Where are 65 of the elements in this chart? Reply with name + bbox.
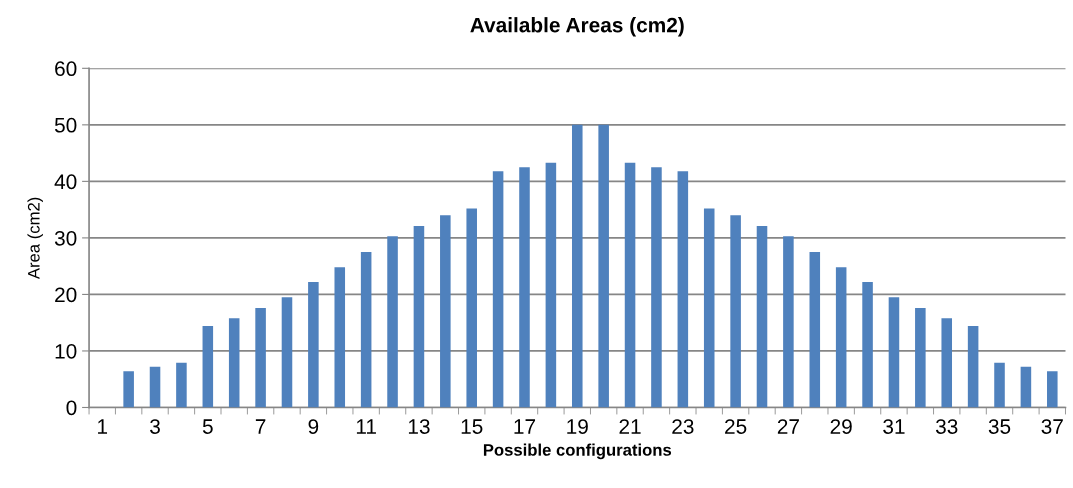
bar xyxy=(783,236,794,408)
bar xyxy=(1020,366,1032,408)
bar xyxy=(598,124,609,408)
y-tick-label: 20 xyxy=(55,287,77,303)
bar xyxy=(360,252,372,408)
bar xyxy=(572,124,583,408)
x-tick-label: 37 xyxy=(1041,419,1063,434)
bar xyxy=(545,162,557,408)
x-tick-label: 1 xyxy=(98,419,108,434)
bar xyxy=(255,307,266,408)
chart-title: Available Areas (cm2) xyxy=(470,17,684,37)
bar xyxy=(651,167,662,408)
bar xyxy=(149,366,161,408)
bar xyxy=(308,281,319,408)
bar xyxy=(835,267,847,408)
y-tick-label: 10 xyxy=(55,343,77,359)
bar xyxy=(862,281,873,408)
bar xyxy=(994,362,1005,408)
bar xyxy=(703,208,715,408)
bar xyxy=(281,297,293,408)
bar xyxy=(624,162,636,408)
x-tick-label: 9 xyxy=(308,419,319,434)
x-tick-label: 3 xyxy=(150,419,160,434)
x-tick-label: 13 xyxy=(408,419,430,434)
x-tick-label: 5 xyxy=(202,419,213,434)
bar xyxy=(413,226,425,408)
x-tick-label: 25 xyxy=(725,419,747,434)
bar xyxy=(440,215,451,408)
x-tick-label: 35 xyxy=(988,419,1011,434)
y-axis-title: Area (cm2) xyxy=(27,197,43,280)
bar xyxy=(519,167,530,408)
bar xyxy=(677,171,689,408)
y-tick-label: 60 xyxy=(55,61,77,77)
y-tick-label: 30 xyxy=(54,230,77,246)
bar xyxy=(176,362,187,408)
bar xyxy=(915,307,926,408)
y-tick-label: 40 xyxy=(54,174,77,190)
x-tick-label: 31 xyxy=(883,419,905,434)
y-tick-label: 0 xyxy=(66,400,77,416)
x-tick-label: 11 xyxy=(356,419,376,434)
bar xyxy=(466,208,477,408)
bar xyxy=(334,267,346,408)
bar xyxy=(202,326,214,408)
bar xyxy=(492,171,504,408)
bar xyxy=(1047,371,1058,408)
bar xyxy=(228,318,240,408)
bar xyxy=(967,326,979,408)
bar xyxy=(123,371,134,408)
bar xyxy=(387,236,398,408)
x-tick-label: 21 xyxy=(619,419,641,434)
x-tick-label: 17 xyxy=(514,419,536,434)
bar xyxy=(730,215,741,408)
x-tick-label: 19 xyxy=(567,419,588,434)
bar xyxy=(809,252,821,408)
bar xyxy=(941,318,953,408)
x-tick-label: 7 xyxy=(255,419,266,434)
bar xyxy=(756,226,768,408)
x-tick-label: 15 xyxy=(461,419,483,434)
x-tick-label: 23 xyxy=(672,419,694,434)
x-tick-label: 27 xyxy=(777,419,799,434)
x-axis-title: Possible configurations xyxy=(483,443,672,460)
y-tick-label: 50 xyxy=(54,117,77,133)
x-tick-label: 29 xyxy=(830,419,852,434)
x-tick-label: 33 xyxy=(935,419,958,434)
bar xyxy=(888,297,900,408)
